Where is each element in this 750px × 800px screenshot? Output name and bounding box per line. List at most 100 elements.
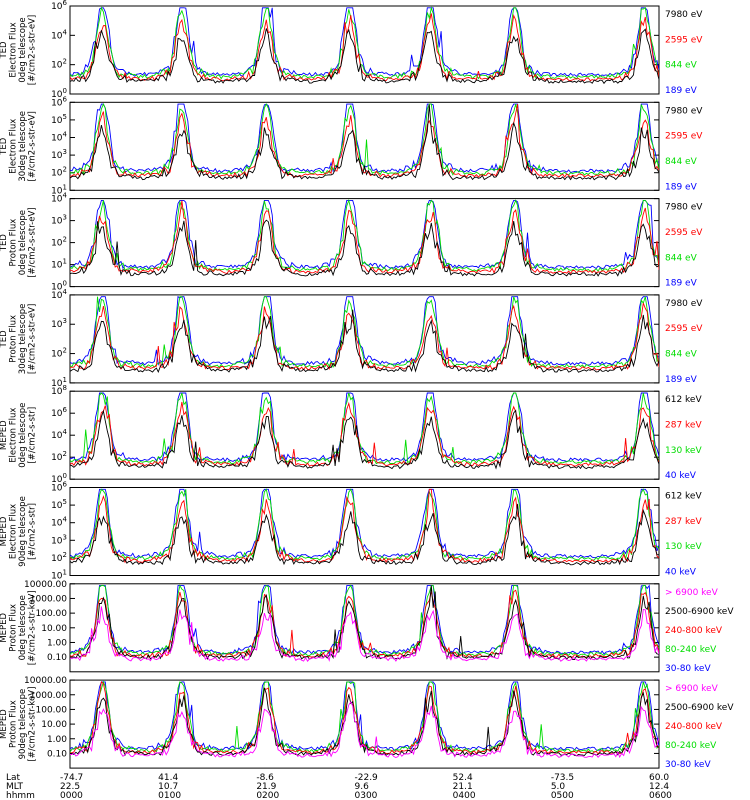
legend-entry: 844 eV bbox=[665, 350, 698, 360]
y-tick-exponent: 5 bbox=[63, 498, 67, 506]
panel-8: 0.101.0010.00100.001000.0010000.00MEPEDP… bbox=[0, 676, 734, 770]
traces bbox=[70, 198, 659, 277]
x-row-label: MLT bbox=[6, 782, 24, 792]
y-tick-label: 10.00 bbox=[41, 720, 67, 730]
y-axis-label-line: 0deg telescope bbox=[18, 210, 28, 275]
panel-frame bbox=[69, 294, 660, 384]
y-axis-label-line: Proton Flux bbox=[8, 315, 18, 363]
y-tick-label: 1000.00 bbox=[30, 594, 67, 604]
x-tick-label: 21.1 bbox=[453, 782, 473, 792]
y-tick-label: 104 bbox=[51, 516, 67, 529]
series-trace bbox=[70, 199, 659, 270]
y-axis-label-line: Proton Flux bbox=[8, 219, 18, 267]
y-tick-label: 103 bbox=[51, 214, 67, 227]
y-axis-label: MEPEDElectron Flux0deg telescope[#/cm2-s… bbox=[0, 403, 37, 468]
legend-entry: 130 keV bbox=[665, 542, 702, 552]
legend-entry: 189 eV bbox=[665, 375, 698, 385]
y-axis-label-line: 90deg telescope bbox=[18, 496, 28, 567]
traces bbox=[70, 102, 659, 181]
legend-entry: 40 keV bbox=[665, 471, 697, 481]
y-tick-label: 100.00 bbox=[36, 705, 68, 715]
y-axis-label-line: MEPED bbox=[0, 516, 9, 546]
y-tick-label: 105 bbox=[51, 113, 67, 126]
series-trace bbox=[70, 7, 659, 78]
series-trace bbox=[70, 200, 659, 275]
legend-entry: 7980 eV bbox=[665, 106, 703, 116]
legend-entry: 2500-6900 keV bbox=[665, 607, 734, 617]
series-trace bbox=[70, 103, 659, 174]
legend-entry: 2595 eV bbox=[665, 228, 703, 238]
y-axis-label-line: Electron Flux bbox=[8, 119, 18, 174]
x-tick-label: 52.4 bbox=[453, 773, 473, 783]
panel-frame bbox=[69, 487, 660, 576]
y-tick-label: 1.00 bbox=[47, 735, 67, 745]
y-axis-label-line: 30deg telescope bbox=[18, 111, 28, 182]
y-axis-label-line: MEPED bbox=[0, 709, 9, 739]
y-tick-exponent: 1 bbox=[63, 183, 67, 191]
y-tick-exponent: 1 bbox=[63, 569, 67, 577]
y-tick-exponent: 2 bbox=[63, 450, 67, 458]
series-trace bbox=[70, 589, 659, 659]
y-axis-label: MEPEDProton Flux90deg telescope[#/cm2-s-… bbox=[0, 687, 37, 762]
series-trace bbox=[70, 302, 659, 371]
series-trace bbox=[70, 219, 659, 277]
y-tick-label: 102 bbox=[51, 347, 67, 360]
x-tick-label: 5.0 bbox=[551, 782, 566, 792]
legend-entry: 287 keV bbox=[665, 421, 702, 431]
y-tick-exponent: 2 bbox=[63, 551, 67, 559]
y-axis-label-line: 90deg telescope bbox=[18, 689, 28, 760]
x-tick-label: -22.9 bbox=[355, 773, 379, 783]
series-trace bbox=[70, 606, 659, 663]
y-tick-label: 102 bbox=[51, 551, 67, 564]
y-axis-label-line: [#/cm2-s-str] bbox=[27, 503, 37, 560]
series-trace bbox=[70, 681, 659, 755]
traces bbox=[70, 295, 659, 374]
series-trace bbox=[70, 104, 659, 181]
traces bbox=[70, 584, 659, 663]
legend-entry: 30-80 keV bbox=[665, 664, 711, 674]
legend-entry: 130 keV bbox=[665, 446, 702, 456]
y-axis-label-line: TED bbox=[0, 137, 9, 156]
x-tick-label: 0500 bbox=[551, 791, 574, 800]
legend-entry: 844 eV bbox=[665, 61, 698, 71]
x-row-label: Lat bbox=[6, 773, 21, 783]
y-tick-exponent: 4 bbox=[63, 192, 68, 200]
y-axis-label-line: [#/cm2-s-str-eV] bbox=[27, 15, 37, 85]
series-trace bbox=[70, 309, 659, 374]
y-tick-exponent: 5 bbox=[63, 113, 67, 121]
y-axis-label-line: 0deg telescope bbox=[18, 403, 28, 468]
y-tick-label: 102 bbox=[51, 166, 67, 179]
legend-entry: 240-800 keV bbox=[665, 722, 723, 732]
legend-entry: 7980 eV bbox=[665, 10, 703, 20]
y-tick-exponent: 3 bbox=[63, 533, 67, 541]
legend-entry: 189 eV bbox=[665, 279, 698, 289]
y-axis-label-line: MEPED bbox=[0, 612, 9, 642]
y-axis-label-line: TED bbox=[0, 41, 9, 60]
legend-entry: 7980 eV bbox=[665, 203, 703, 213]
legend-entry: 7980 eV bbox=[665, 299, 703, 309]
y-tick-exponent: 4 bbox=[63, 288, 68, 296]
legend-entry: 189 eV bbox=[665, 182, 698, 192]
x-tick-label: 60.0 bbox=[649, 773, 669, 783]
series-trace bbox=[70, 585, 659, 661]
y-tick-exponent: 3 bbox=[63, 317, 67, 325]
series-trace bbox=[70, 13, 659, 82]
legend-entry: 612 keV bbox=[665, 492, 702, 502]
y-tick-exponent: 6 bbox=[63, 95, 68, 103]
y-axis-label-line: Electron Flux bbox=[8, 408, 18, 463]
legend-entry: > 6900 keV bbox=[665, 588, 719, 598]
legend-entry: 80-240 keV bbox=[665, 741, 717, 751]
panel-frame bbox=[69, 5, 660, 95]
x-tick-label: 0400 bbox=[453, 791, 476, 800]
y-tick-exponent: 4 bbox=[63, 28, 68, 36]
series-trace bbox=[70, 392, 659, 465]
y-axis-label-line: TED bbox=[0, 234, 9, 253]
series-trace bbox=[70, 28, 659, 85]
panel-frame bbox=[69, 390, 660, 480]
x-tick-label: -73.5 bbox=[551, 773, 574, 783]
series-trace bbox=[70, 409, 659, 470]
y-tick-label: 102 bbox=[51, 58, 67, 71]
